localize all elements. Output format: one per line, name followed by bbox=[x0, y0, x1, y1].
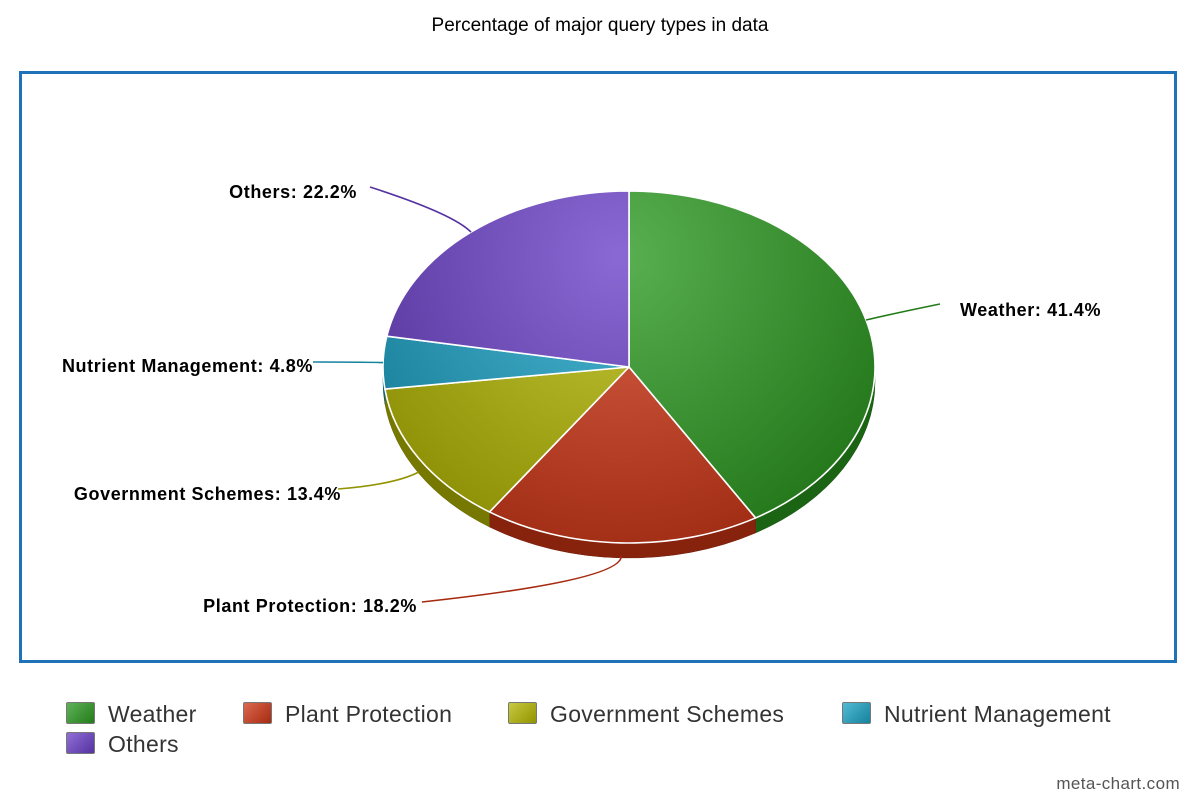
slice-label-nutrient-management: Nutrient Management: 4.8% bbox=[62, 356, 313, 376]
legend-swatch bbox=[842, 702, 871, 724]
legend-swatch bbox=[66, 702, 95, 724]
legend-swatch bbox=[243, 702, 272, 724]
slice-government-schemes[interactable] bbox=[384, 366, 630, 513]
slice-label-weather: Weather: 41.4% bbox=[960, 300, 1101, 320]
slice-label-others: Others: 22.2% bbox=[229, 182, 357, 202]
leader-line-plant-protection bbox=[421, 556, 623, 603]
legend-swatch bbox=[508, 702, 537, 724]
slice-weather[interactable] bbox=[628, 190, 876, 519]
credit-text: meta-chart.com bbox=[1056, 774, 1180, 793]
slice-label-government-schemes: Government Schemes: 13.4% bbox=[74, 484, 341, 504]
slice-label-plant-protection: Plant Protection: 18.2% bbox=[203, 596, 417, 616]
leader-line-weather bbox=[865, 303, 941, 321]
leader-line-nutrient-management bbox=[312, 361, 384, 364]
legend-label: Others bbox=[108, 731, 179, 757]
pie-slices bbox=[382, 190, 876, 544]
legend-label: Plant Protection bbox=[285, 701, 453, 727]
legend-label: Nutrient Management bbox=[884, 701, 1111, 727]
leader-lines bbox=[312, 186, 941, 603]
legend-swatch bbox=[66, 732, 95, 754]
leader-line-government-schemes bbox=[337, 471, 420, 490]
slice-labels: Weather: 41.4% Plant Protection: 18.2% Gov… bbox=[62, 182, 1101, 616]
leader-line-others bbox=[369, 186, 472, 233]
plot-frame bbox=[19, 71, 1177, 663]
slice-others[interactable] bbox=[385, 190, 630, 368]
legend-label: Government Schemes bbox=[550, 701, 785, 727]
legend-label: Weather bbox=[108, 701, 197, 727]
slice-plant-protection[interactable] bbox=[488, 366, 757, 544]
chart-title: Percentage of major query types in data bbox=[431, 15, 769, 36]
